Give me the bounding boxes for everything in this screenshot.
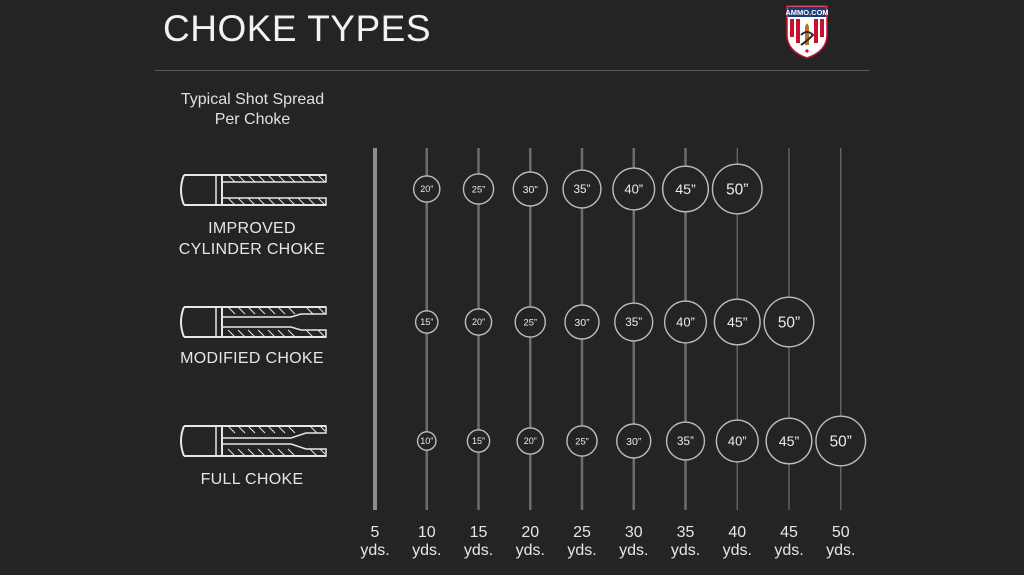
spread-circle xyxy=(416,431,437,451)
x-tick-unit: yds. xyxy=(619,542,648,559)
spread-circle xyxy=(665,421,706,461)
x-tick-label: 45 xyxy=(780,524,798,541)
modified-choke-label: MODIFIED CHOKE xyxy=(162,348,342,369)
spread-label: 50” xyxy=(778,315,800,332)
spread-circle xyxy=(412,175,441,203)
spread-circle xyxy=(566,425,598,457)
title-divider xyxy=(155,70,870,71)
spread-circle xyxy=(516,427,545,455)
ammo-com-logo: AMMO.COM xyxy=(786,5,828,59)
full-choke-barrel-icon xyxy=(180,425,327,457)
spread-circle xyxy=(616,423,652,459)
logo-snake xyxy=(800,31,815,46)
spread-label: 50” xyxy=(726,182,748,199)
x-tick-label: 5 xyxy=(371,524,380,541)
x-tick-unit: yds. xyxy=(464,542,493,559)
spread-label: 35” xyxy=(677,435,694,448)
x-tick-unit: yds. xyxy=(567,542,596,559)
spread-circle xyxy=(564,304,600,340)
spread-label: 25” xyxy=(575,436,588,446)
spread-circle xyxy=(612,167,656,211)
spread-circle xyxy=(414,310,439,334)
spread-circle xyxy=(562,169,602,209)
improved-cylinder-barrel-icon xyxy=(180,174,327,206)
x-tick-label: 35 xyxy=(677,524,695,541)
spread-label: 40” xyxy=(728,434,747,449)
spread-circle xyxy=(462,173,495,205)
logo-text: AMMO.COM xyxy=(786,8,828,17)
spread-circle xyxy=(711,163,763,215)
x-tick-label: 15 xyxy=(470,524,488,541)
page-title: CHOKE TYPES xyxy=(163,8,432,49)
choke-label-line: IMPROVED xyxy=(208,220,296,237)
spread-circle xyxy=(763,296,815,348)
spread-circle xyxy=(661,165,710,213)
chart-subtitle: Typical Shot Spread Per Choke xyxy=(165,90,340,130)
spread-label: 25” xyxy=(524,317,537,327)
x-tick-label: 10 xyxy=(418,524,436,541)
x-tick-label: 40 xyxy=(728,524,746,541)
x-tick-label: 50 xyxy=(832,524,850,541)
modified-choke-barrel-icon xyxy=(180,306,327,338)
subtitle-line-1: Typical Shot Spread xyxy=(180,91,325,108)
spread-label: 20” xyxy=(524,436,537,446)
spread-label: 15” xyxy=(472,436,485,446)
spread-label: 15” xyxy=(420,317,433,327)
spread-label: 45” xyxy=(727,315,748,331)
spread-label: 30” xyxy=(523,184,539,196)
x-tick-unit: yds. xyxy=(723,542,752,559)
spread-label: 20” xyxy=(420,184,433,194)
spread-circle xyxy=(663,300,708,344)
spread-circle xyxy=(614,302,654,342)
spread-label: 40” xyxy=(624,182,643,197)
spread-circle xyxy=(765,417,813,465)
x-tick-unit: yds. xyxy=(671,542,700,559)
spread-circle xyxy=(713,298,761,346)
spread-label: 45” xyxy=(779,434,800,450)
x-tick-unit: yds. xyxy=(360,542,389,559)
spread-circle xyxy=(715,419,759,463)
x-tick-unit: yds. xyxy=(516,542,545,559)
logo-stripes xyxy=(790,19,824,43)
spread-label: 50” xyxy=(830,434,852,451)
choke-label-line: CYLINDER CHOKE xyxy=(178,241,326,258)
spread-circle xyxy=(514,306,547,338)
x-tick-unit: yds. xyxy=(412,542,441,559)
spread-circle xyxy=(466,429,491,453)
spread-label: 20” xyxy=(472,317,485,327)
choke-label-line: MODIFIED CHOKE xyxy=(180,350,324,367)
spread-label: 35” xyxy=(625,316,642,329)
logo-banner xyxy=(788,7,826,17)
spread-label: 10” xyxy=(420,436,433,446)
full-choke-label: FULL CHOKE xyxy=(162,469,342,490)
logo-star xyxy=(805,49,809,53)
x-tick-unit: yds. xyxy=(826,542,855,559)
x-tick-label: 25 xyxy=(573,524,591,541)
x-tick-unit: yds. xyxy=(774,542,803,559)
spread-label: 35” xyxy=(574,183,591,196)
spread-label: 30” xyxy=(626,436,642,448)
spread-label: 40” xyxy=(676,315,695,330)
spread-label: 45” xyxy=(675,182,696,198)
spread-circle xyxy=(815,415,867,467)
spread-label: 25” xyxy=(472,184,485,194)
spread-circle xyxy=(464,308,493,336)
choke-label-line: FULL CHOKE xyxy=(200,471,304,488)
x-tick-label: 30 xyxy=(625,524,643,541)
spread-circle xyxy=(512,171,548,207)
spread-label: 30” xyxy=(574,317,590,329)
x-tick-label: 20 xyxy=(521,524,539,541)
subtitle-line-2: Per Choke xyxy=(214,111,291,128)
improved-cylinder-choke-label: IMPROVED CYLINDER CHOKE xyxy=(162,218,342,260)
